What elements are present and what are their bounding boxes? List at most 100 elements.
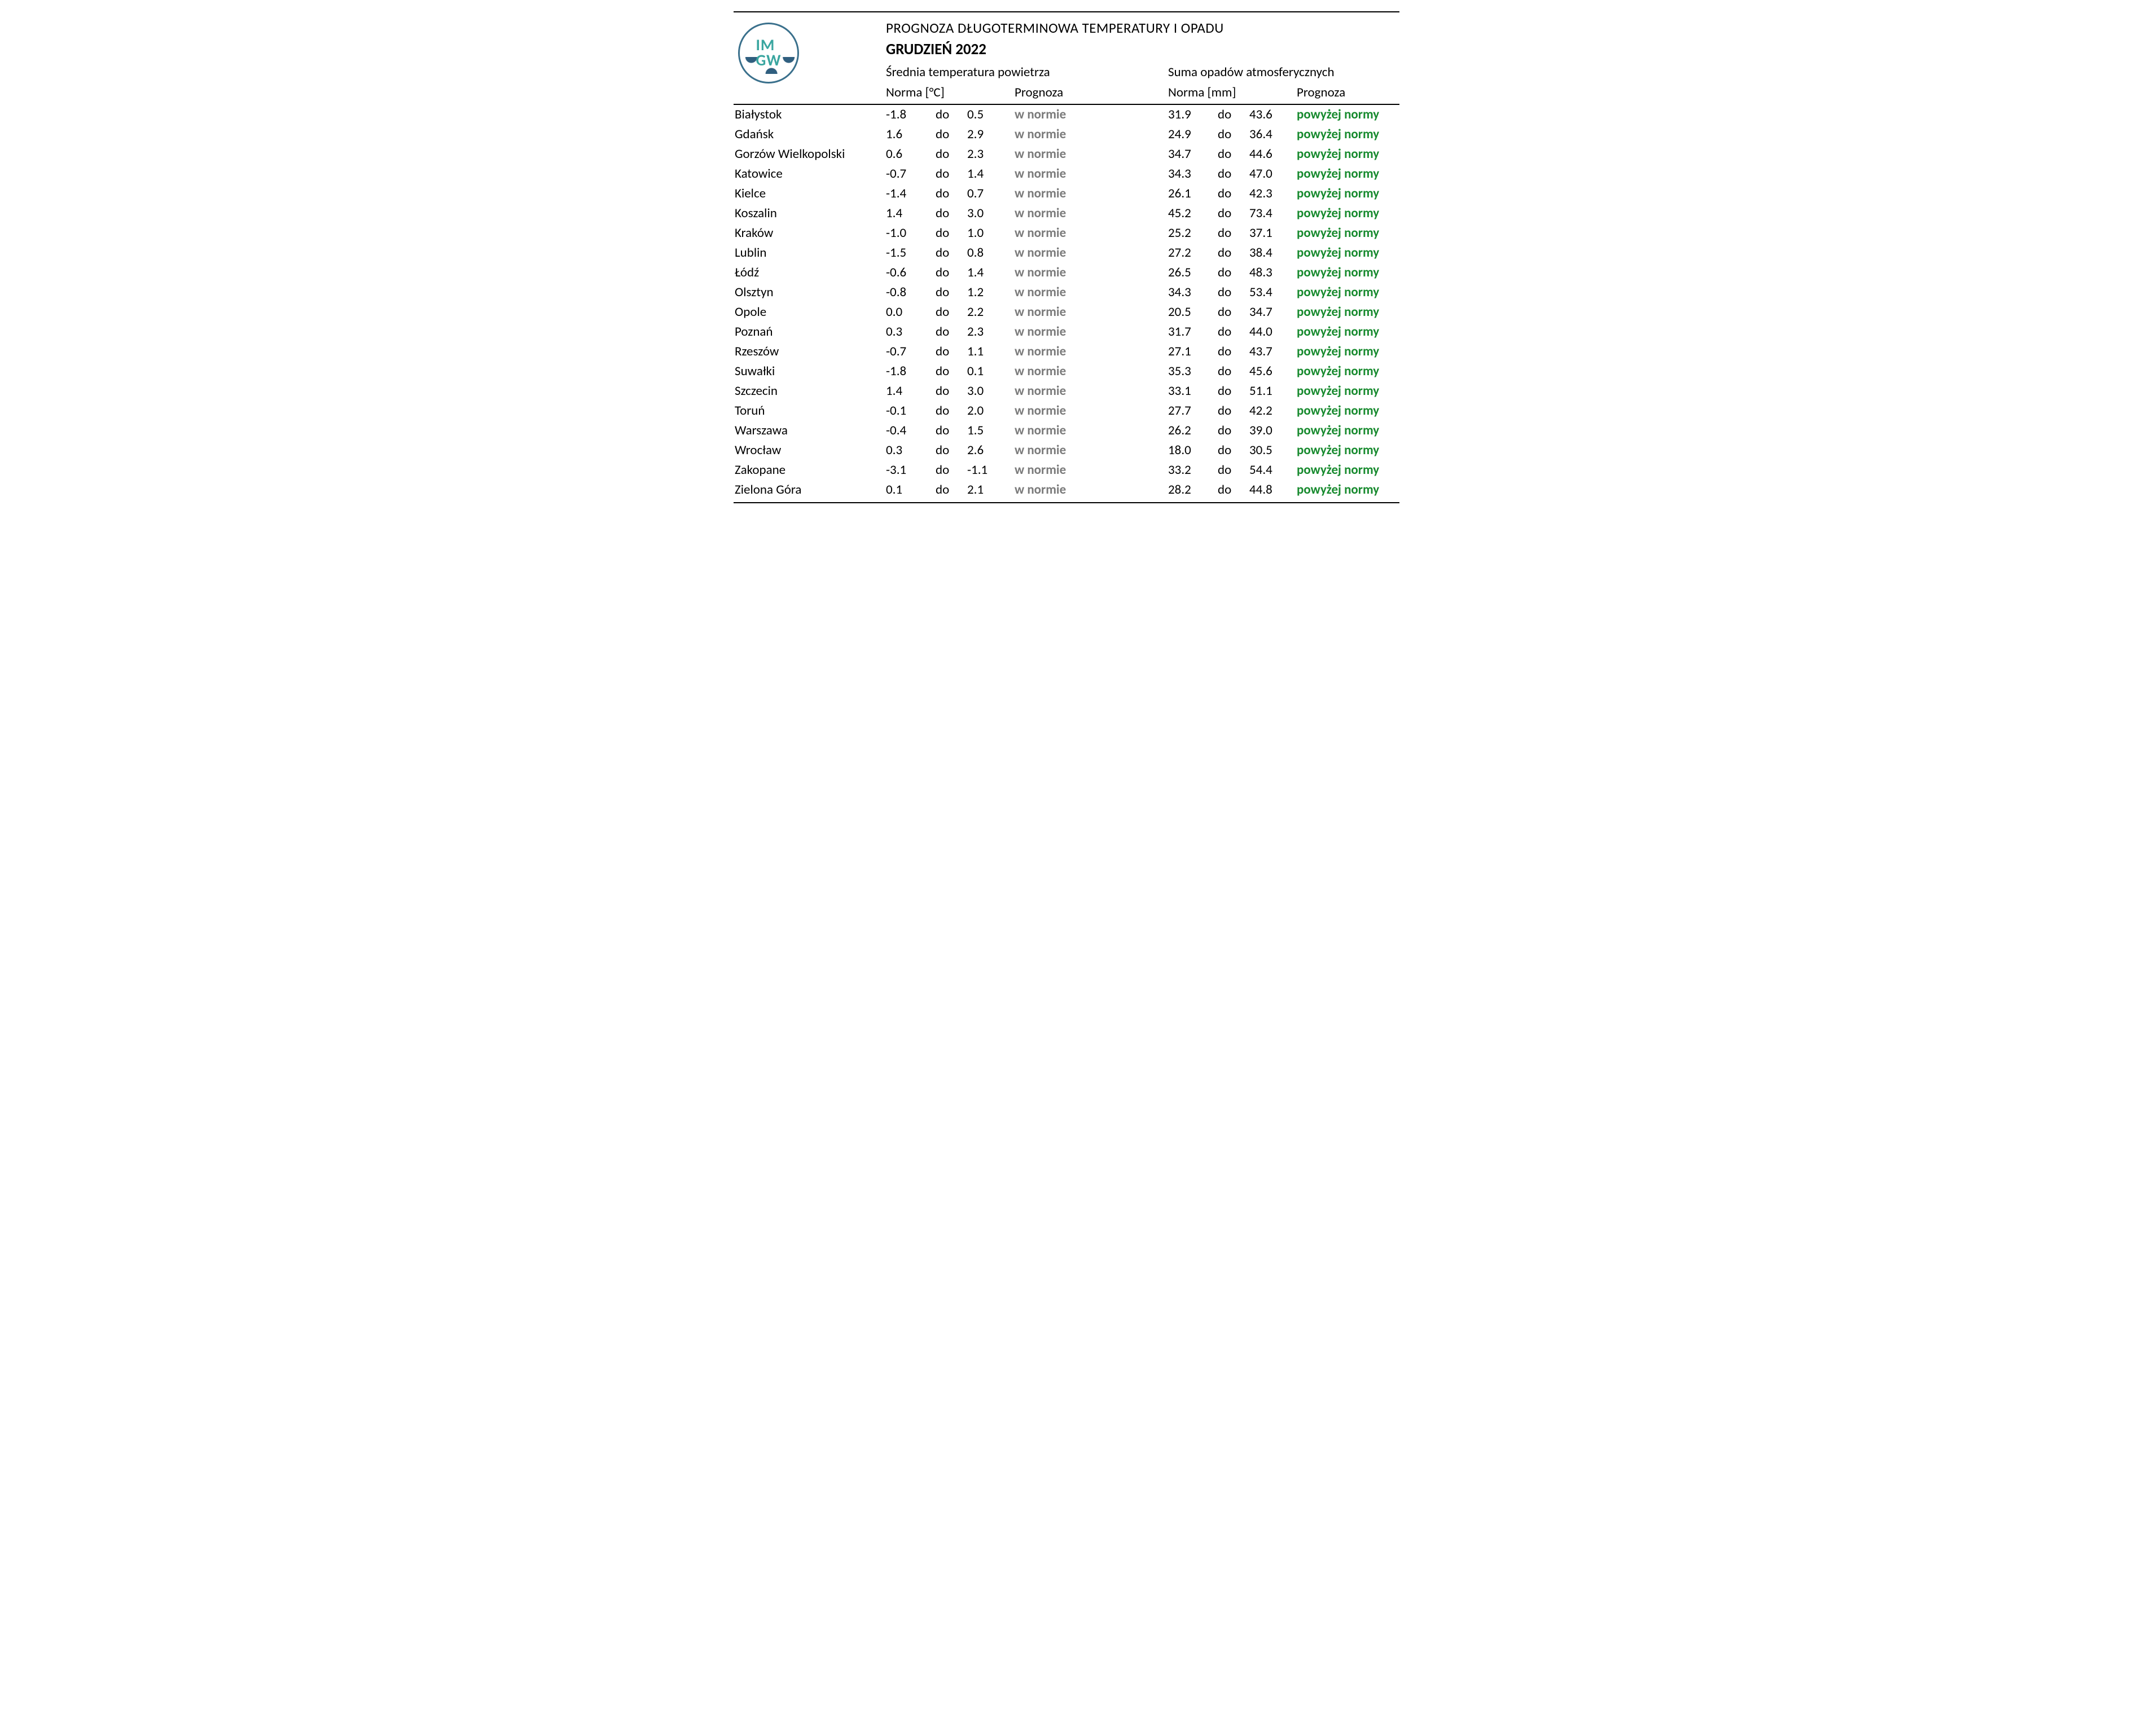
precip-forecast: powyżej normy bbox=[1297, 207, 1394, 220]
table-row: Warszawa-0.4do1.5w normie26.2do39.0powyż… bbox=[734, 421, 1399, 441]
temp-forecast: w normie bbox=[1015, 365, 1129, 378]
precip-norm-hi: 39.0 bbox=[1249, 424, 1297, 437]
table-row: Zakopane-3.1do-1.1w normie33.2do54.4powy… bbox=[734, 460, 1399, 480]
city-name: Koszalin bbox=[734, 207, 886, 220]
table-row: Koszalin1.4do3.0w normie45.2do73.4powyże… bbox=[734, 204, 1399, 223]
precip-norm-hi: 54.4 bbox=[1249, 464, 1297, 477]
city-name: Szczecin bbox=[734, 385, 886, 398]
temp-norm-hi: 1.0 bbox=[967, 227, 1015, 240]
precip-norm-hi: 47.0 bbox=[1249, 168, 1297, 181]
precip-forecast: powyżej normy bbox=[1297, 326, 1394, 339]
city-name: Toruń bbox=[734, 405, 886, 417]
precip-norm-hi: 48.3 bbox=[1249, 266, 1297, 279]
precip-norm-hi: 51.1 bbox=[1249, 385, 1297, 398]
temp-norm-hi: 1.4 bbox=[967, 168, 1015, 181]
city-name: Gdańsk bbox=[734, 128, 886, 141]
range-sep: do bbox=[1218, 286, 1249, 299]
precip-norm-hi: 36.4 bbox=[1249, 128, 1297, 141]
precip-norm-lo: 26.1 bbox=[1168, 187, 1218, 200]
precip-norm-hi: 53.4 bbox=[1249, 286, 1297, 299]
precip-norm-lo: 34.3 bbox=[1168, 286, 1218, 299]
precip-forecast: powyżej normy bbox=[1297, 405, 1394, 417]
city-name: Zielona Góra bbox=[734, 484, 886, 496]
temp-forecast: w normie bbox=[1015, 187, 1129, 200]
range-sep: do bbox=[1218, 385, 1249, 398]
temp-forecast: w normie bbox=[1015, 405, 1129, 417]
table-row: Białystok-1.8do0.5w normie31.9do43.6powy… bbox=[734, 105, 1399, 125]
table-row: Opole0.0do2.2w normie20.5do34.7powyżej n… bbox=[734, 302, 1399, 322]
precip-norm-hi: 43.6 bbox=[1249, 108, 1297, 121]
precip-norm-lo: 34.3 bbox=[1168, 168, 1218, 181]
range-sep: do bbox=[1218, 128, 1249, 141]
table-row: Olsztyn-0.8do1.2w normie34.3do53.4powyże… bbox=[734, 283, 1399, 302]
precip-norm-lo: 45.2 bbox=[1168, 207, 1218, 220]
temp-forecast: w normie bbox=[1015, 247, 1129, 260]
precip-forecast: powyżej normy bbox=[1297, 266, 1394, 279]
temp-norm-hi: 0.1 bbox=[967, 365, 1015, 378]
imgw-logo: IMGW bbox=[738, 23, 799, 83]
precip-norm-lo: 31.7 bbox=[1168, 326, 1218, 339]
city-name: Łódź bbox=[734, 266, 886, 279]
precip-norm-hi: 43.7 bbox=[1249, 345, 1297, 358]
range-sep: do bbox=[936, 148, 967, 161]
title-line-2: GRUDZIEŃ 2022 bbox=[886, 40, 1394, 59]
range-sep: do bbox=[1218, 444, 1249, 457]
precip-section-label: Suma opadów atmosferycznych bbox=[1168, 64, 1394, 82]
precip-forecast: powyżej normy bbox=[1297, 168, 1394, 181]
city-name: Gorzów Wielkopolski bbox=[734, 148, 886, 161]
precip-norm-lo: 35.3 bbox=[1168, 365, 1218, 378]
title-block: PROGNOZA DŁUGOTERMINOWA TEMPERATURY I OP… bbox=[886, 12, 1394, 82]
table-row: Rzeszów-0.7do1.1w normie27.1do43.7powyże… bbox=[734, 342, 1399, 362]
precip-norm-lo: 24.9 bbox=[1168, 128, 1218, 141]
table-row: Suwałki-1.8do0.1w normie35.3do45.6powyże… bbox=[734, 362, 1399, 381]
precip-forecast: powyżej normy bbox=[1297, 227, 1394, 240]
precip-forecast: powyżej normy bbox=[1297, 385, 1394, 398]
range-sep: do bbox=[936, 187, 967, 200]
table-row: Toruń-0.1do2.0w normie27.7do42.2powyżej … bbox=[734, 401, 1399, 421]
temp-norm-lo: -1.8 bbox=[886, 108, 936, 121]
temp-forecast: w normie bbox=[1015, 326, 1129, 339]
temp-norm-lo: -0.1 bbox=[886, 405, 936, 417]
temp-norm-lo: -3.1 bbox=[886, 464, 936, 477]
precip-norm-lo: 34.7 bbox=[1168, 148, 1218, 161]
table-row: Lublin-1.5do0.8w normie27.2do38.4powyżej… bbox=[734, 243, 1399, 263]
city-name: Suwałki bbox=[734, 365, 886, 378]
temp-norm-hi: 2.9 bbox=[967, 128, 1015, 141]
temp-norm-hi: 1.5 bbox=[967, 424, 1015, 437]
temp-norm-lo: 0.3 bbox=[886, 326, 936, 339]
temp-norm-hi: 1.4 bbox=[967, 266, 1015, 279]
bottom-rule bbox=[734, 502, 1399, 503]
range-sep: do bbox=[1218, 266, 1249, 279]
temp-norm-lo: -1.0 bbox=[886, 227, 936, 240]
temp-norm-hi: 1.1 bbox=[967, 345, 1015, 358]
precip-norm-hi: 30.5 bbox=[1249, 444, 1297, 457]
temp-norm-lo: 1.4 bbox=[886, 207, 936, 220]
temp-norm-hi: 2.3 bbox=[967, 148, 1015, 161]
range-sep: do bbox=[1218, 168, 1249, 181]
temp-norm-hi: -1.1 bbox=[967, 464, 1015, 477]
city-name: Rzeszów bbox=[734, 345, 886, 358]
range-sep: do bbox=[1218, 148, 1249, 161]
range-sep: do bbox=[1218, 345, 1249, 358]
range-sep: do bbox=[1218, 108, 1249, 121]
range-sep: do bbox=[1218, 424, 1249, 437]
precip-norm-hi: 44.8 bbox=[1249, 484, 1297, 496]
city-name: Poznań bbox=[734, 326, 886, 339]
temp-forecast: w normie bbox=[1015, 286, 1129, 299]
range-sep: do bbox=[1218, 306, 1249, 319]
precip-forecast: powyżej normy bbox=[1297, 247, 1394, 260]
temp-norm-hi: 2.2 bbox=[967, 306, 1015, 319]
range-sep: do bbox=[936, 247, 967, 260]
range-sep: do bbox=[1218, 405, 1249, 417]
range-sep: do bbox=[1218, 207, 1249, 220]
precip-norm-lo: 26.5 bbox=[1168, 266, 1218, 279]
temp-norm-lo: 1.4 bbox=[886, 385, 936, 398]
precip-forecast: powyżej normy bbox=[1297, 444, 1394, 457]
temp-norm-hi: 1.2 bbox=[967, 286, 1015, 299]
precip-forecast: powyżej normy bbox=[1297, 187, 1394, 200]
temp-forecast-header: Prognoza bbox=[1015, 85, 1129, 100]
precip-norm-hi: 37.1 bbox=[1249, 227, 1297, 240]
temp-forecast: w normie bbox=[1015, 168, 1129, 181]
temp-norm-lo: -0.7 bbox=[886, 345, 936, 358]
temp-norm-lo: -1.4 bbox=[886, 187, 936, 200]
